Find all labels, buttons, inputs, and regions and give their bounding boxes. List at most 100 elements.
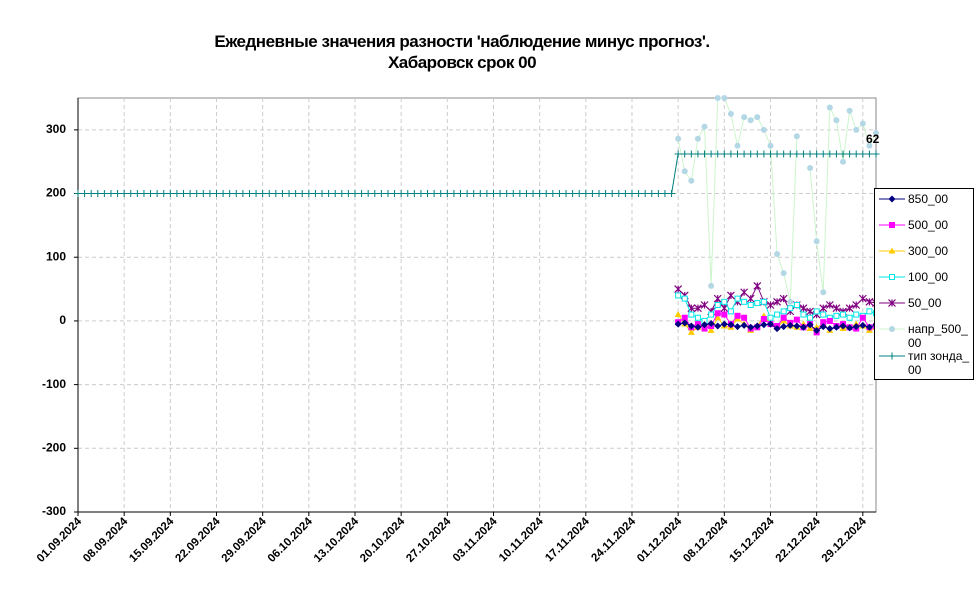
marker xyxy=(496,190,504,198)
marker xyxy=(852,150,860,158)
marker xyxy=(325,190,333,198)
marker xyxy=(615,190,623,198)
marker xyxy=(259,190,267,198)
marker xyxy=(773,150,781,158)
marker xyxy=(147,190,155,198)
marker xyxy=(720,320,728,328)
marker xyxy=(747,150,755,158)
marker xyxy=(846,324,854,332)
marker xyxy=(687,322,695,330)
marker xyxy=(219,190,227,198)
marker xyxy=(114,190,122,198)
marker xyxy=(800,311,807,318)
marker xyxy=(740,288,749,297)
marker xyxy=(767,142,774,149)
legend-item: 100_00 xyxy=(875,270,975,300)
x-tick-label: 01.09.2024 xyxy=(35,515,85,565)
marker xyxy=(298,190,306,198)
marker xyxy=(602,190,610,198)
marker xyxy=(292,190,300,198)
marker xyxy=(734,295,741,302)
series xyxy=(675,95,879,305)
marker xyxy=(819,323,827,331)
marker xyxy=(767,314,774,321)
marker xyxy=(391,190,399,198)
marker xyxy=(819,304,828,313)
marker xyxy=(766,150,774,158)
marker xyxy=(199,190,207,198)
marker xyxy=(252,190,260,198)
marker xyxy=(889,274,895,280)
marker xyxy=(272,190,280,198)
marker xyxy=(516,190,524,198)
marker xyxy=(668,190,676,198)
marker xyxy=(714,322,722,330)
marker xyxy=(694,304,702,313)
marker xyxy=(833,312,840,319)
marker xyxy=(859,120,866,127)
legend-item: 50_00 xyxy=(875,296,975,326)
marker xyxy=(694,150,702,158)
legend-label: тип зонда_00 xyxy=(908,349,970,377)
x-tick-label: 29.09.2024 xyxy=(220,515,270,565)
marker xyxy=(746,294,755,303)
legend-swatch xyxy=(879,326,905,332)
legend-item: напр_500_00 xyxy=(875,322,975,352)
marker xyxy=(872,150,880,158)
marker xyxy=(754,114,761,121)
marker xyxy=(760,126,767,133)
y-tick-label: 200 xyxy=(46,186,66,200)
marker xyxy=(865,323,873,331)
y-tick-label: -200 xyxy=(42,440,66,454)
marker xyxy=(575,190,583,198)
marker xyxy=(344,190,352,198)
marker xyxy=(820,289,827,296)
marker xyxy=(133,190,141,198)
marker xyxy=(675,292,682,299)
marker xyxy=(681,168,688,175)
marker xyxy=(621,190,629,198)
x-tick-label: 08.09.2024 xyxy=(81,515,131,565)
marker xyxy=(740,150,748,158)
marker xyxy=(463,190,471,198)
marker xyxy=(94,190,102,198)
x-tick-label: 22.12.2024 xyxy=(774,515,824,565)
marker xyxy=(826,325,834,333)
marker xyxy=(741,298,748,305)
x-tick-label: 15.12.2024 xyxy=(727,515,777,565)
marker xyxy=(245,190,253,198)
marker xyxy=(127,190,135,198)
marker xyxy=(424,190,432,198)
marker xyxy=(773,297,781,306)
legend-swatch xyxy=(879,195,905,203)
marker xyxy=(694,314,701,321)
marker xyxy=(476,190,484,198)
marker xyxy=(153,190,161,198)
y-tick-label: 100 xyxy=(46,249,66,263)
marker xyxy=(681,150,689,158)
marker xyxy=(840,158,847,165)
marker xyxy=(853,126,860,133)
marker xyxy=(832,150,840,158)
marker xyxy=(536,190,544,198)
legend-swatch xyxy=(879,352,905,360)
marker xyxy=(371,190,379,198)
marker xyxy=(865,297,874,306)
x-tick-label: 01.12.2024 xyxy=(635,515,685,565)
legend-swatch xyxy=(879,299,905,307)
marker xyxy=(87,190,95,198)
marker xyxy=(721,311,728,318)
marker xyxy=(331,190,339,198)
marker xyxy=(714,302,721,308)
plot-area xyxy=(77,97,877,513)
marker xyxy=(888,247,896,254)
marker xyxy=(641,190,649,198)
marker xyxy=(318,190,326,198)
marker xyxy=(470,190,478,198)
x-tick-label: 29.12.2024 xyxy=(820,515,870,565)
marker xyxy=(595,190,603,198)
marker xyxy=(687,150,695,158)
marker xyxy=(713,294,722,303)
marker xyxy=(555,190,563,198)
marker xyxy=(404,190,412,198)
